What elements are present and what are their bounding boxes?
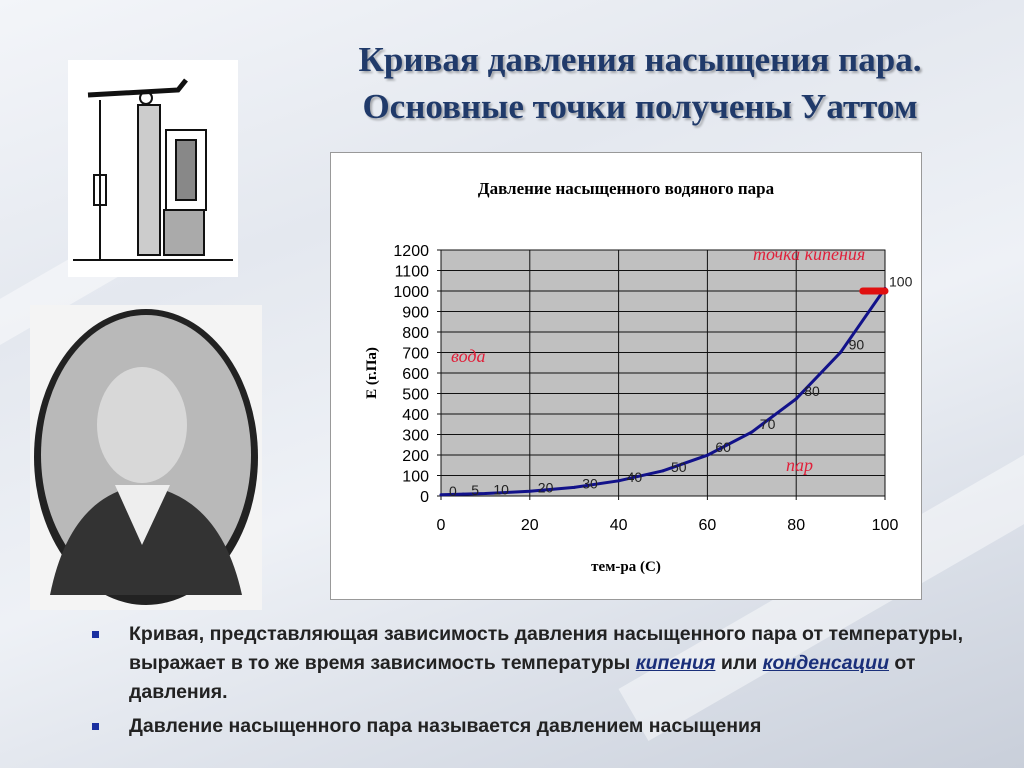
data-label: 90 bbox=[849, 336, 865, 352]
bullet-marker-icon bbox=[92, 631, 99, 638]
link-boiling[interactable]: кипения bbox=[635, 652, 716, 674]
data-label: 20 bbox=[538, 479, 554, 495]
x-tick-label: 40 bbox=[610, 517, 628, 534]
bullet-text: Давление насыщенного пара называется дав… bbox=[129, 715, 762, 737]
data-point bbox=[794, 397, 798, 401]
y-tick-label: 500 bbox=[402, 387, 429, 404]
data-point bbox=[705, 453, 709, 457]
data-point bbox=[572, 485, 576, 489]
y-tick-label: 600 bbox=[402, 366, 429, 383]
x-tick-label: 60 bbox=[699, 517, 717, 534]
data-point bbox=[461, 492, 465, 496]
y-tick-label: 300 bbox=[402, 428, 429, 445]
y-axis-label: Е (г.Па) bbox=[364, 347, 380, 399]
data-label: 0 bbox=[449, 483, 457, 499]
data-label: 40 bbox=[627, 469, 643, 485]
data-point bbox=[483, 492, 487, 496]
slide-title: Кривая давления насыщения пара. Основные… bbox=[290, 36, 990, 130]
x-tick-label: 20 bbox=[521, 517, 539, 534]
y-tick-label: 400 bbox=[402, 407, 429, 424]
steam-engine-drawing bbox=[68, 60, 238, 277]
title-line-1: Кривая давления насыщения пара. bbox=[358, 40, 922, 79]
data-point bbox=[839, 350, 843, 354]
bullet-item: Давление насыщенного пара называется дав… bbox=[92, 712, 1012, 741]
x-tick-label: 80 bbox=[787, 517, 805, 534]
x-tick-label: 0 bbox=[437, 517, 446, 534]
james-watt-portrait bbox=[30, 305, 262, 610]
bullet-list: Кривая, представляющая зависимость давле… bbox=[92, 620, 1012, 746]
data-label: 50 bbox=[671, 459, 687, 475]
link-condensation[interactable]: конденсации bbox=[762, 652, 889, 674]
data-point bbox=[750, 430, 754, 434]
y-tick-label: 200 bbox=[402, 448, 429, 465]
data-point bbox=[528, 489, 532, 493]
data-label: 5 bbox=[471, 482, 479, 498]
annotation-water: вода bbox=[451, 346, 485, 366]
y-tick-label: 1000 bbox=[393, 284, 429, 301]
annotation-boiling-point: точка кипения bbox=[753, 244, 865, 264]
chart-container: Давление насыщенного водяного пара 0 100 20… bbox=[330, 152, 922, 600]
data-label: 60 bbox=[715, 439, 731, 455]
data-label: 10 bbox=[493, 482, 509, 498]
series-line bbox=[440, 287, 887, 497]
y-tick-label: 1100 bbox=[395, 264, 430, 281]
bullet-text: или bbox=[715, 652, 763, 674]
data-label: 70 bbox=[760, 416, 776, 432]
y-tick-label: 0 bbox=[420, 489, 429, 506]
x-axis-label: тем-ра (С) bbox=[591, 559, 661, 575]
data-point bbox=[617, 479, 621, 483]
bullet-marker-icon bbox=[92, 723, 99, 730]
bullet-item: Кривая, представляющая зависимость давле… bbox=[92, 620, 1012, 707]
data-label: 30 bbox=[582, 475, 598, 491]
data-point bbox=[439, 493, 443, 497]
annotation-steam: пар bbox=[786, 455, 813, 475]
chart-title: Давление насыщенного водяного пара bbox=[478, 179, 775, 198]
vapor-pressure-chart: Давление насыщенного водяного пара010020… bbox=[364, 179, 913, 575]
data-label: 80 bbox=[804, 383, 820, 399]
y-tick-label: 900 bbox=[402, 305, 429, 322]
y-tick-label: 800 bbox=[402, 325, 429, 342]
y-tick-label: 700 bbox=[402, 346, 429, 363]
y-tick-label: 100 bbox=[402, 469, 429, 486]
title-line-2: Основные точки получены Уаттом bbox=[362, 87, 918, 126]
data-point bbox=[661, 469, 665, 473]
data-label: 100 bbox=[889, 273, 913, 289]
bullet-text: от давления. bbox=[129, 652, 916, 703]
y-tick-label: 1200 bbox=[393, 243, 429, 260]
x-tick-label: 100 bbox=[872, 517, 899, 534]
bullet-text: Кривая, представляющая зависимость давле… bbox=[129, 623, 963, 674]
